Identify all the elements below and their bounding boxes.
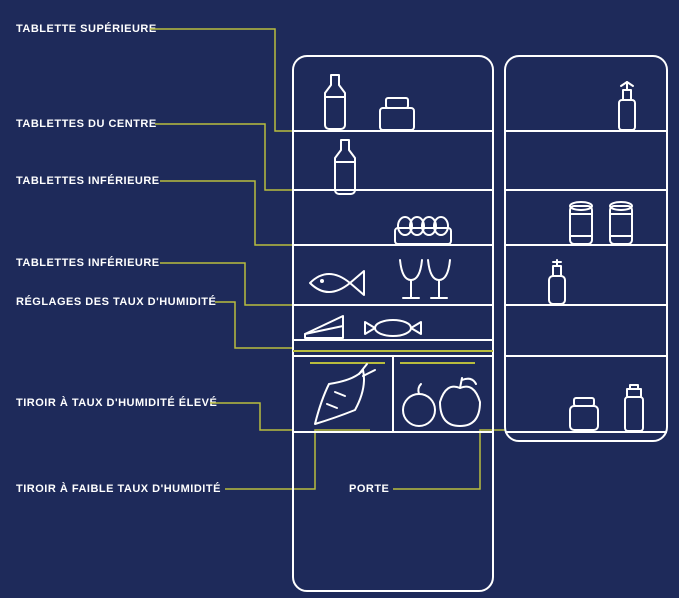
callout-humidity_settings xyxy=(215,302,293,348)
callout-center_shelves xyxy=(155,124,293,190)
fridge-main-body xyxy=(293,56,493,591)
sauce-icon xyxy=(549,260,565,304)
fridge-door-body xyxy=(505,56,667,441)
spray-icon xyxy=(619,82,635,130)
callout-top_shelf xyxy=(150,29,293,131)
candy-icon xyxy=(365,320,421,336)
apple-icon xyxy=(440,378,480,426)
callout-high_humidity xyxy=(210,403,293,430)
can-icon xyxy=(610,202,632,244)
carrot-icon xyxy=(315,364,375,424)
bottle-icon xyxy=(335,140,355,194)
callout-door xyxy=(393,430,505,489)
jar-icon xyxy=(380,98,414,130)
glasses-icon xyxy=(400,260,450,298)
callout-lower_shelves_2 xyxy=(160,263,293,305)
can-icon xyxy=(570,202,592,244)
jar2-icon xyxy=(570,398,598,430)
eggs-icon xyxy=(395,217,451,244)
bottle-icon xyxy=(325,75,345,129)
plum-icon xyxy=(403,384,435,426)
cheese-icon xyxy=(305,316,343,338)
callout-low_humidity xyxy=(225,430,370,489)
fridge-diagram xyxy=(0,0,679,598)
fish-icon xyxy=(310,271,364,295)
milk-icon xyxy=(625,385,643,431)
